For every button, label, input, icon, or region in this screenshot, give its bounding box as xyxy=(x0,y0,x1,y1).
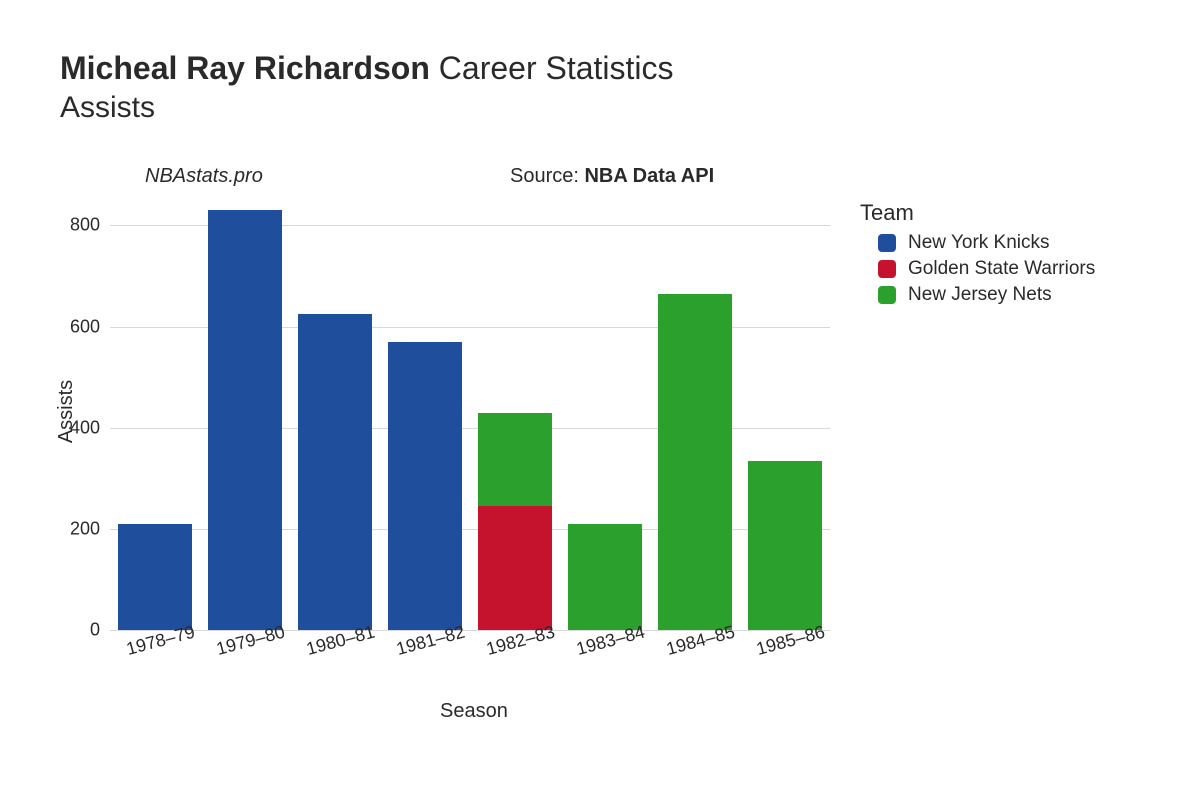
source-attribution: Source: NBA Data API xyxy=(510,165,714,188)
bar-segment xyxy=(748,461,822,630)
legend-title: Team xyxy=(860,200,1095,226)
legend-swatch xyxy=(878,234,896,252)
legend-swatch xyxy=(878,260,896,278)
legend: Team New York Knicks Golden State Warrior… xyxy=(860,200,1095,310)
legend-swatch xyxy=(878,286,896,304)
chart-container: Micheal Ray Richardson Career Statistics… xyxy=(0,0,1200,800)
y-tick-label: 0 xyxy=(90,620,110,641)
bar-segment xyxy=(478,506,552,630)
watermark-text: NBAstats.pro xyxy=(145,165,263,188)
title-player-name: Micheal Ray Richardson xyxy=(60,50,430,86)
legend-label: New Jersey Nets xyxy=(908,284,1052,306)
bar-segment xyxy=(388,342,462,630)
legend-item: New Jersey Nets xyxy=(878,284,1095,306)
legend-item: Golden State Warriors xyxy=(878,258,1095,280)
bar-segment xyxy=(478,413,552,507)
legend-item: New York Knicks xyxy=(878,232,1095,254)
legend-label: New York Knicks xyxy=(908,232,1050,254)
bars-layer xyxy=(110,190,830,630)
y-tick-label: 600 xyxy=(70,316,110,337)
plot-area: 02004006008001978–791979–801980–811981–8… xyxy=(110,190,830,630)
source-name: NBA Data API xyxy=(584,165,714,187)
title-subtitle: Assists xyxy=(60,91,674,125)
title-line-1: Micheal Ray Richardson Career Statistics xyxy=(60,50,674,87)
y-axis-label: Assists xyxy=(55,380,78,443)
chart-title: Micheal Ray Richardson Career Statistics… xyxy=(60,50,674,125)
bar-segment xyxy=(208,210,282,630)
legend-label: Golden State Warriors xyxy=(908,258,1095,280)
source-prefix: Source: xyxy=(510,165,584,187)
x-axis-label: Season xyxy=(440,700,508,723)
bar-segment xyxy=(298,314,372,630)
y-tick-label: 200 xyxy=(70,518,110,539)
y-tick-label: 800 xyxy=(70,215,110,236)
bar-segment xyxy=(658,294,732,630)
title-suffix: Career Statistics xyxy=(430,50,674,86)
